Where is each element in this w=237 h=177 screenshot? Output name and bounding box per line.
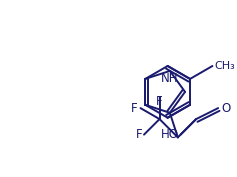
- Text: CH₃: CH₃: [214, 61, 235, 71]
- Text: NH: NH: [161, 72, 179, 85]
- Text: F: F: [136, 128, 142, 141]
- Text: F: F: [156, 95, 163, 108]
- Text: F: F: [131, 102, 138, 115]
- Text: HO: HO: [161, 128, 179, 141]
- Text: O: O: [221, 102, 230, 115]
